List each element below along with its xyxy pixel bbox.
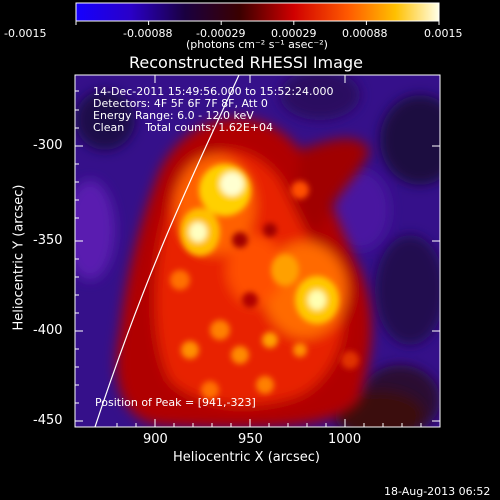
emission-knot [170, 270, 190, 290]
info-time-range: 14-Dec-2011 15:49:56.000 to 15:52:24.000 [93, 85, 334, 98]
emission-knot [242, 292, 258, 308]
emission-knot [256, 376, 274, 394]
background-light-patch [330, 170, 390, 250]
emission-knot [210, 320, 230, 340]
background-dark-patch [375, 235, 440, 345]
info-detectors: Detectors: 4F 5F 6F 7F 8F, Att 0 [93, 97, 268, 110]
x-tick-label: 1000 [328, 432, 362, 447]
emission-knot [291, 181, 309, 199]
emission-knot [231, 346, 249, 364]
axis-ticks [75, 75, 440, 427]
background-dark-patch [380, 95, 440, 185]
footer-timestamp: 18-Aug-2013 06:52 [384, 485, 491, 498]
emission-region [295, 138, 370, 233]
emission-region [227, 235, 283, 305]
solar-limb [94, 74, 240, 428]
y-tick-label: -300 [33, 138, 63, 153]
colorbar-tick-label: 0.0015 [424, 27, 463, 40]
info-clean-counts: Clean Total counts: 1.62E+04 [93, 121, 274, 134]
info-energy-range: Energy Range: 6.0 - 12.0 keV [93, 109, 254, 122]
colorbar-tick-label: -0.00029 [196, 27, 246, 40]
y-tick-label: -400 [33, 323, 63, 338]
x-axis-title: Heliocentric X (arcsec) [173, 450, 320, 465]
emission-knot [293, 343, 307, 357]
y-tick-label: -350 [33, 233, 63, 248]
emission-bright-core [189, 222, 207, 242]
emission-knot [181, 341, 199, 359]
background-light-patch [75, 180, 115, 280]
plot-title: Reconstructed RHESSI Image [129, 53, 363, 72]
colorbar-tick-label: 0.00088 [342, 27, 388, 40]
emission-knot [232, 232, 248, 248]
x-tick-label: 950 [238, 432, 263, 447]
plot-frame [74, 74, 441, 428]
emission-knot [341, 351, 359, 369]
peak-position-label: Position of Peak = [941,-323] [95, 396, 256, 409]
colorbar-tick-label: -0.00088 [123, 27, 173, 40]
colorbar-units: (photons cm⁻² s⁻¹ asec⁻²) [186, 38, 328, 51]
y-axis-title: Heliocentric Y (arcsec) [11, 184, 27, 331]
emission-bright-core [271, 254, 299, 286]
background-dark-patch [75, 90, 135, 150]
colorbar-tick-label: -0.0015 [4, 27, 47, 40]
background-dark-patch [280, 75, 360, 120]
colorbar-gradient [75, 2, 440, 22]
y-tick-label: -450 [33, 413, 63, 428]
emission-knot [201, 381, 219, 399]
emission-bright-core [308, 290, 326, 310]
emission-bright-core [220, 172, 244, 196]
colorbar-tick-label: 0.00029 [271, 27, 317, 40]
x-tick-label: 900 [143, 432, 168, 447]
colorbar [75, 2, 440, 25]
emission-knot [263, 223, 277, 237]
emission-knot [262, 332, 278, 348]
